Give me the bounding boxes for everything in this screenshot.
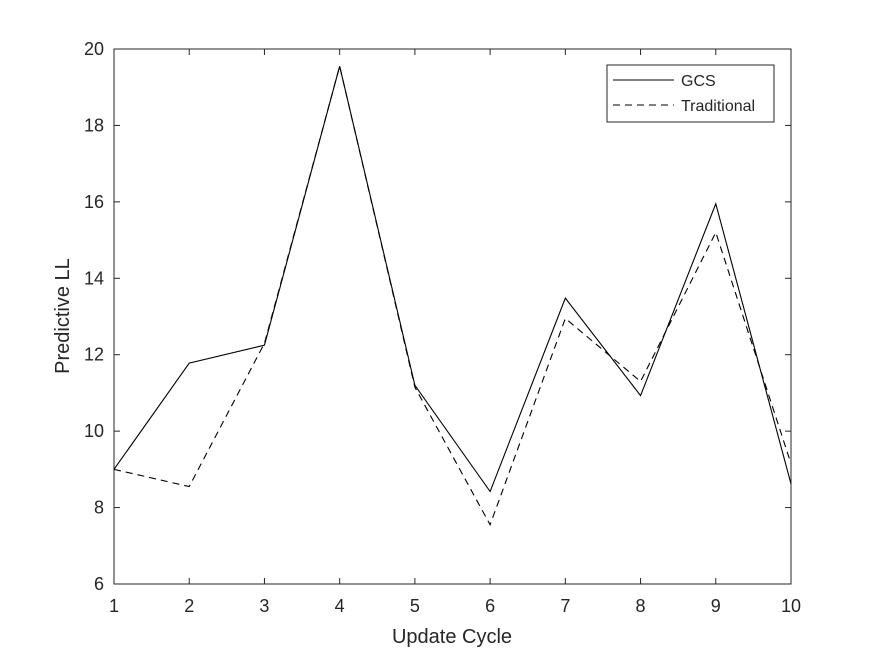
- x-tick-label: 1: [109, 596, 119, 616]
- series-layer: [113, 66, 792, 527]
- x-tick-label: 3: [259, 596, 269, 616]
- plot-area: [113, 48, 792, 585]
- y-tick-label: 12: [84, 345, 104, 365]
- y-tick-label: 20: [84, 39, 104, 59]
- y-tick-label: 6: [94, 574, 104, 594]
- legend-traditional-label: Traditional: [681, 98, 755, 115]
- y-tick-label: 10: [84, 421, 104, 441]
- x-tick-label: 6: [485, 596, 495, 616]
- x-tick-label: 10: [781, 596, 801, 616]
- x-tick-label: 9: [711, 596, 721, 616]
- y-tick-label: 8: [94, 498, 104, 518]
- y-tick-label: 18: [84, 115, 104, 135]
- x-tick-label: 2: [184, 596, 194, 616]
- y-tick-label: 14: [84, 268, 104, 288]
- legend-gcs-label: GCS: [681, 73, 716, 90]
- series-line-gcs: [113, 66, 792, 493]
- x-tick-label: 7: [560, 596, 570, 616]
- y-axis-label: Predictive LL: [52, 258, 74, 374]
- x-axis-label: Update Cycle: [392, 626, 512, 648]
- series-line-traditional: [113, 66, 792, 527]
- x-tick-label: 5: [410, 596, 420, 616]
- legend: GCS Traditional: [606, 64, 775, 123]
- legend-box: [606, 64, 775, 123]
- x-tick-label: 4: [335, 596, 345, 616]
- x-tick-label: 8: [636, 596, 646, 616]
- y-tick-label: 16: [84, 192, 104, 212]
